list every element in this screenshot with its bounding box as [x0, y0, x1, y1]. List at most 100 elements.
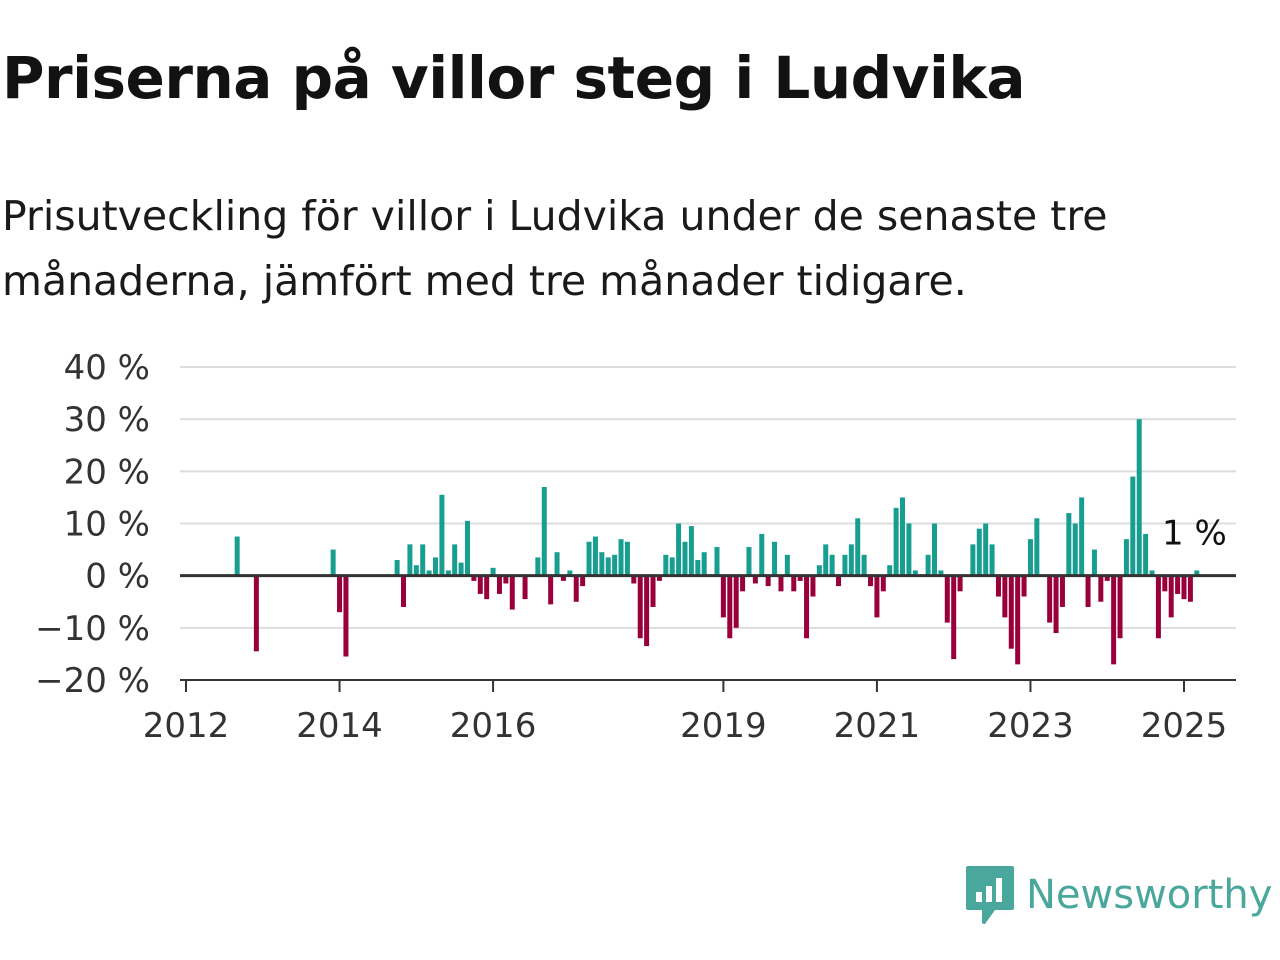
- bar: [253, 575, 259, 652]
- bar: [452, 544, 458, 576]
- bar: [1079, 497, 1085, 576]
- x-tick-label: 2021: [834, 706, 921, 746]
- bar: [797, 575, 803, 581]
- bar: [1098, 575, 1104, 602]
- bar: [669, 557, 675, 576]
- x-tick-label: 2016: [450, 706, 537, 746]
- bar: [951, 575, 957, 660]
- bar: [733, 575, 739, 628]
- bar: [784, 554, 790, 576]
- bars: [234, 419, 1200, 665]
- bar: [995, 575, 1001, 597]
- bar: [618, 539, 624, 576]
- bar: [343, 575, 349, 657]
- bar: [1181, 575, 1187, 600]
- bar: [496, 575, 502, 594]
- bar: [688, 526, 694, 576]
- bar: [560, 575, 566, 581]
- bar: [1085, 575, 1091, 607]
- bar: [823, 544, 829, 576]
- bar: [535, 557, 541, 576]
- bar: [605, 557, 611, 576]
- bar: [810, 575, 816, 597]
- bar: [637, 575, 643, 639]
- bar: [842, 554, 848, 576]
- bar: [746, 546, 752, 576]
- bar: [1047, 575, 1053, 623]
- bar: [650, 575, 656, 607]
- bar: [394, 560, 400, 576]
- bar: [554, 552, 560, 576]
- bar: [778, 575, 784, 592]
- x-tick-label: 2023: [987, 706, 1074, 746]
- bar: [445, 570, 451, 576]
- bar: [1130, 476, 1136, 576]
- bar: [1104, 575, 1110, 581]
- bar: [759, 533, 765, 576]
- chart-subtitle: Prisutveckling för villor i Ludvika unde…: [2, 192, 1108, 305]
- chart-title: Priserna på villor steg i Ludvika: [2, 44, 1026, 112]
- bar: [976, 528, 982, 576]
- bar: [458, 562, 464, 576]
- bar: [1162, 575, 1168, 592]
- bar: [464, 520, 470, 576]
- bar: [855, 518, 861, 576]
- bar: [612, 554, 618, 576]
- bar: [337, 575, 343, 613]
- bar: [407, 544, 413, 576]
- x-tick-label: 2019: [680, 706, 767, 746]
- bar: [682, 541, 688, 576]
- bar: [1059, 575, 1065, 607]
- bar: [848, 544, 854, 576]
- bar: [695, 560, 701, 576]
- bar: [829, 554, 835, 576]
- bar: [880, 575, 886, 592]
- bar: [1053, 575, 1059, 634]
- bar: [1072, 523, 1078, 576]
- bar: [471, 575, 477, 581]
- bar: [663, 554, 669, 576]
- bar: [861, 554, 867, 576]
- bar: [656, 575, 662, 581]
- bar: [599, 552, 605, 576]
- bar: [900, 497, 906, 576]
- bar: [887, 565, 893, 576]
- bar: [426, 570, 432, 576]
- bar: [1175, 575, 1181, 594]
- bar: [970, 544, 976, 576]
- x-tick-label: 2014: [296, 706, 383, 746]
- brand-name: Newsworthy: [1026, 872, 1273, 918]
- bar: [401, 575, 407, 607]
- bar: [644, 575, 650, 647]
- bar: [1143, 533, 1149, 576]
- bar: [1015, 575, 1021, 665]
- bar: [330, 549, 336, 576]
- bar: [420, 544, 426, 576]
- bar: [983, 523, 989, 576]
- y-tick-label: 20 %: [64, 452, 150, 492]
- bar: [938, 570, 944, 576]
- bar: [1008, 575, 1014, 649]
- bar: [503, 575, 509, 584]
- bar: [868, 575, 874, 587]
- bar: [1034, 518, 1040, 576]
- bar: [433, 557, 438, 576]
- y-tick-label: 30 %: [64, 400, 150, 440]
- bar: [932, 523, 937, 576]
- bar: [989, 544, 995, 576]
- bar: [714, 546, 720, 576]
- bar: [1111, 575, 1117, 665]
- bar: [1168, 575, 1174, 618]
- y-tick-label: 0 %: [85, 557, 150, 597]
- bar: [541, 486, 547, 576]
- newsworthy-logo: Newsworthy: [964, 864, 1272, 926]
- last-value-annotation: 1 %: [1162, 513, 1227, 553]
- y-tick-label: 10 %: [64, 505, 150, 545]
- bar: [1091, 549, 1097, 576]
- bar: [944, 575, 950, 623]
- bar: [1021, 575, 1027, 597]
- bar: [893, 507, 899, 576]
- bar: [1149, 570, 1155, 576]
- newsworthy-logo-icon: [966, 866, 1014, 924]
- bar: [1117, 575, 1123, 639]
